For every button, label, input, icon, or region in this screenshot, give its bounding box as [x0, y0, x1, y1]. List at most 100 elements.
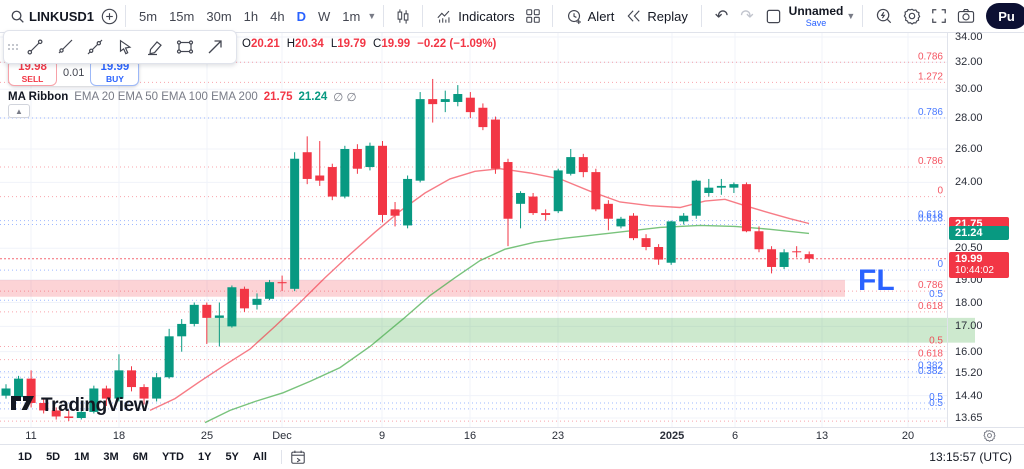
candle — [227, 287, 237, 327]
range-6M[interactable]: 6M — [132, 451, 148, 463]
highlighter-tool-icon[interactable] — [142, 34, 168, 60]
replay-button[interactable]: Replay — [620, 2, 693, 30]
settings-gear-icon[interactable] — [898, 2, 926, 30]
ema20-line — [149, 167, 810, 412]
candle — [779, 252, 789, 267]
layout-select-icon[interactable] — [760, 2, 787, 30]
candlestick-chart[interactable]: 0.7861.2720.78600.7860.6180.50.6180.7860… — [0, 33, 1024, 427]
range-1Y[interactable]: 1Y — [197, 451, 212, 463]
candle — [654, 246, 664, 260]
candle — [340, 148, 350, 197]
spread-value: 0.01 — [63, 66, 85, 79]
indicator-name: MA Ribbon — [8, 91, 69, 103]
timeframe-1m[interactable]: 1m — [342, 8, 361, 24]
candle — [465, 97, 475, 113]
trend-line-tool-icon[interactable] — [22, 34, 48, 60]
ohlc-legend: O20.21 H20.34 L19.79 C19.99 −0.22 (−1.09%) — [222, 38, 496, 50]
legend-collapse-button[interactable]: ▲ — [8, 104, 30, 118]
ema50-value: 21.24 — [298, 91, 328, 103]
time-tick: Dec — [272, 430, 292, 442]
candle — [591, 172, 601, 210]
ohlc-l: L19.79 — [330, 38, 367, 50]
cursor-tool-icon[interactable] — [112, 34, 138, 60]
candle — [302, 152, 312, 179]
range-5Y[interactable]: 5Y — [225, 451, 239, 463]
symbol-name[interactable]: LINKUSD1 — [29, 8, 95, 24]
candle — [64, 416, 74, 418]
indicators-button[interactable]: Indicators — [430, 2, 520, 30]
svg-text:0.618: 0.618 — [918, 349, 943, 360]
alert-button[interactable]: Alert — [560, 2, 621, 30]
axis-settings-gear-icon[interactable] — [983, 429, 996, 445]
arrow-tool-icon[interactable] — [202, 34, 228, 60]
ohlc-h: H20.34 — [286, 38, 324, 50]
candle — [767, 249, 777, 267]
tradingview-watermark: TradingView — [10, 392, 149, 419]
ma-ribbon-legend[interactable]: MA Ribbon EMA 20 EMA 50 EMA 100 EMA 200 … — [8, 90, 357, 104]
chart-pane[interactable]: 0.786 1.272 0.786 0 0.786 0.618 0.5 0.618 0.786 0… — [0, 33, 975, 427]
time-tick: 18 — [112, 430, 126, 442]
undo-icon[interactable]: ↶ — [714, 8, 729, 25]
candle — [666, 221, 676, 263]
candle — [127, 370, 136, 388]
timeframe-15m[interactable]: 15m — [169, 8, 195, 24]
indicator-templates-icon[interactable] — [521, 2, 545, 30]
demand-zone — [207, 317, 975, 343]
svg-text:0.786: 0.786 — [918, 280, 943, 291]
timeframe-W[interactable]: W — [318, 8, 331, 24]
timeframe-chevron-down-icon[interactable]: ▼ — [367, 11, 377, 21]
rectangle-tool-icon[interactable] — [172, 34, 198, 60]
timeframe-30m[interactable]: 30m — [206, 8, 232, 24]
toolbar-right: Unnamed Save ▼ Pu — [760, 0, 1024, 32]
snapshot-camera-icon[interactable] — [952, 2, 980, 30]
fullscreen-icon[interactable] — [926, 2, 952, 30]
candle — [804, 254, 814, 259]
range-5D[interactable]: 5D — [46, 451, 61, 463]
save-button[interactable]: Save — [805, 17, 827, 28]
candle — [26, 378, 36, 403]
timeframe-D[interactable]: D — [296, 8, 306, 24]
bottom-toolbar: 1D 5D 1M 3M 6M YTD 1Y 5Y All 13:15:57 (UTC) — [0, 444, 1024, 469]
publish-button[interactable]: Pu — [986, 3, 1024, 29]
divider — [383, 5, 385, 27]
candle — [641, 238, 651, 247]
buy-price: 19.99 — [100, 60, 130, 73]
layout-chevron-down-icon[interactable]: ▼ — [846, 11, 856, 21]
quick-search-icon[interactable] — [870, 2, 898, 30]
extended-line-tool-icon[interactable] — [82, 34, 108, 60]
time-axis[interactable]: 11 18 25 Dec 9 16 23 2025 6 13 20 — [0, 427, 1024, 444]
layout-name[interactable]: Unnamed Save — [789, 5, 844, 28]
price-axis[interactable]: 34.00 32.00 30.00 28.00 26.00 24.00 20.50 19.00… — [947, 31, 1024, 427]
price-tick: 13.65 — [955, 412, 983, 424]
range-YTD[interactable]: YTD — [161, 451, 184, 463]
range-1D[interactable]: 1D — [18, 451, 33, 463]
fib-labels: 0.7861.2720.78600.7860.6180.50.6180.7860… — [918, 51, 943, 409]
timeframe-4h[interactable]: 4h — [270, 8, 285, 24]
compare-add-icon[interactable] — [101, 8, 118, 25]
candle — [239, 288, 249, 309]
redo-icon[interactable]: ↷ — [740, 8, 754, 25]
range-All[interactable]: All — [252, 451, 267, 463]
candle — [177, 323, 187, 337]
svg-text:0.5: 0.5 — [929, 289, 943, 300]
ray-line-tool-icon[interactable] — [52, 34, 78, 60]
watermark-text: TradingView — [41, 394, 149, 416]
ema50-line — [204, 224, 810, 424]
svg-text:0.5: 0.5 — [929, 392, 943, 403]
ohlc-values: O20.21 H20.34 L19.79 C19.99 — [242, 38, 410, 50]
utc-clock[interactable]: 13:15:57 (UTC) — [929, 450, 1012, 464]
timeframe-5m[interactable]: 5m — [139, 8, 158, 24]
chart-style-candles-icon[interactable] — [391, 2, 415, 30]
range-3M[interactable]: 3M — [103, 451, 119, 463]
search-icon[interactable] — [10, 9, 25, 24]
range-1M[interactable]: 1M — [74, 451, 90, 463]
candle — [691, 180, 701, 216]
price-tick: 14.40 — [955, 389, 983, 402]
timeframe-1h[interactable]: 1h — [243, 8, 259, 24]
go-to-date-calendar-icon[interactable] — [290, 449, 306, 465]
candle — [378, 145, 387, 215]
panel-drag-handle-icon[interactable] — [8, 44, 18, 50]
fl-annotation[interactable]: FL — [858, 264, 895, 297]
price-tick: 28.00 — [955, 112, 983, 125]
